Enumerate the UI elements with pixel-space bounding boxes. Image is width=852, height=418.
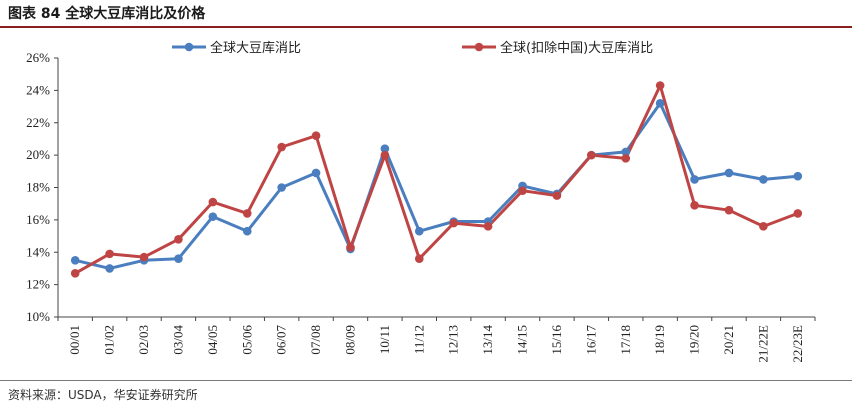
x-tick-label: 04/05 — [205, 325, 220, 355]
series-line-1 — [74, 84, 799, 275]
data-point — [552, 191, 562, 200]
data-point — [414, 254, 424, 264]
x-tick-label: 19/20 — [687, 325, 702, 355]
y-tick-label: 12% — [26, 277, 50, 292]
data-point — [70, 268, 80, 278]
data-point — [380, 144, 390, 153]
data-point — [587, 150, 596, 160]
chart-legend: 全球大豆库消比 全球(扣除中国)大豆库消比 — [172, 40, 653, 56]
x-tick-label: 13/14 — [480, 325, 495, 355]
x-tick-label: 03/04 — [170, 325, 185, 355]
data-point — [759, 222, 768, 231]
x-tick-label: 07/08 — [308, 325, 323, 355]
x-tick-label: 10/11 — [377, 325, 392, 354]
data-point — [174, 235, 183, 244]
data-point — [759, 175, 768, 184]
x-tick-label: 16/17 — [583, 325, 598, 355]
line-chart: 10% 12% 14% 16% 18% 20% 22% 24% 26% 00/01 01/02 02/… — [26, 40, 816, 363]
x-tick-label: 11/12 — [411, 325, 426, 354]
x-tick-label: 22/23E — [790, 325, 805, 363]
data-point — [277, 142, 286, 152]
x-tick-label: 18/19 — [652, 325, 667, 355]
x-tick-label: 20/21 — [721, 325, 736, 355]
data-point — [724, 168, 734, 178]
x-tick-label: 12/13 — [446, 325, 461, 355]
data-point — [311, 131, 321, 140]
data-point — [793, 171, 803, 181]
data-point — [70, 256, 80, 265]
data-point — [139, 252, 149, 262]
data-point — [174, 254, 183, 264]
x-tick-label: 14/15 — [515, 325, 530, 355]
y-tick-label: 26% — [26, 50, 50, 65]
data-point — [793, 209, 803, 218]
data-point — [380, 150, 390, 160]
data-point — [208, 212, 218, 221]
source-note: 资料来源：USDA，华安证券研究所 — [8, 388, 198, 402]
data-point — [690, 175, 699, 184]
y-tick-label: 18% — [26, 180, 50, 195]
title-divider — [0, 26, 852, 28]
chart-series — [70, 81, 803, 278]
data-point — [242, 209, 252, 218]
y-tick-label: 24% — [26, 82, 50, 97]
legend-label: 全球大豆库消比 — [210, 40, 301, 56]
x-tick-label: 05/06 — [239, 325, 254, 355]
legend-label: 全球(扣除中国)大豆库消比 — [500, 40, 653, 56]
x-tick-label: 15/16 — [549, 325, 564, 355]
data-point — [242, 226, 252, 236]
y-tick-label: 10% — [26, 309, 50, 324]
y-tick-label: 22% — [26, 115, 50, 130]
data-point — [277, 183, 286, 192]
x-tick-label: 00/01 — [67, 325, 82, 355]
data-point — [518, 186, 527, 196]
data-point — [208, 197, 218, 207]
data-point — [655, 81, 665, 90]
legend-swatch-marker — [474, 42, 484, 52]
data-point — [690, 201, 699, 210]
x-tick-label: 21/22E — [755, 325, 770, 363]
y-tick-label: 20% — [26, 147, 50, 162]
data-point — [621, 147, 631, 157]
data-point — [105, 249, 114, 259]
y-tick-label: 14% — [26, 244, 50, 259]
data-point — [655, 99, 665, 108]
data-point — [346, 243, 355, 252]
y-tick-label: 16% — [26, 212, 50, 227]
data-point — [483, 222, 493, 231]
data-point — [621, 154, 631, 163]
x-tick-label: 01/02 — [102, 325, 117, 355]
x-tick-label: 06/07 — [274, 325, 289, 355]
x-tick-label: 08/09 — [342, 325, 357, 355]
figure-title: 图表 84 全球大豆库消比及价格 — [8, 6, 206, 22]
data-point — [414, 226, 424, 236]
footer-divider — [0, 380, 852, 381]
data-point — [724, 205, 734, 215]
data-point — [105, 264, 114, 273]
data-point — [449, 218, 459, 228]
data-point — [311, 168, 321, 178]
chart-axes: 10% 12% 14% 16% 18% 20% 22% 24% 26% 00/01 01/02 02/… — [26, 50, 816, 363]
legend-swatch-marker — [184, 42, 194, 52]
x-tick-label: 17/18 — [618, 325, 633, 355]
x-tick-label: 02/03 — [136, 325, 151, 355]
